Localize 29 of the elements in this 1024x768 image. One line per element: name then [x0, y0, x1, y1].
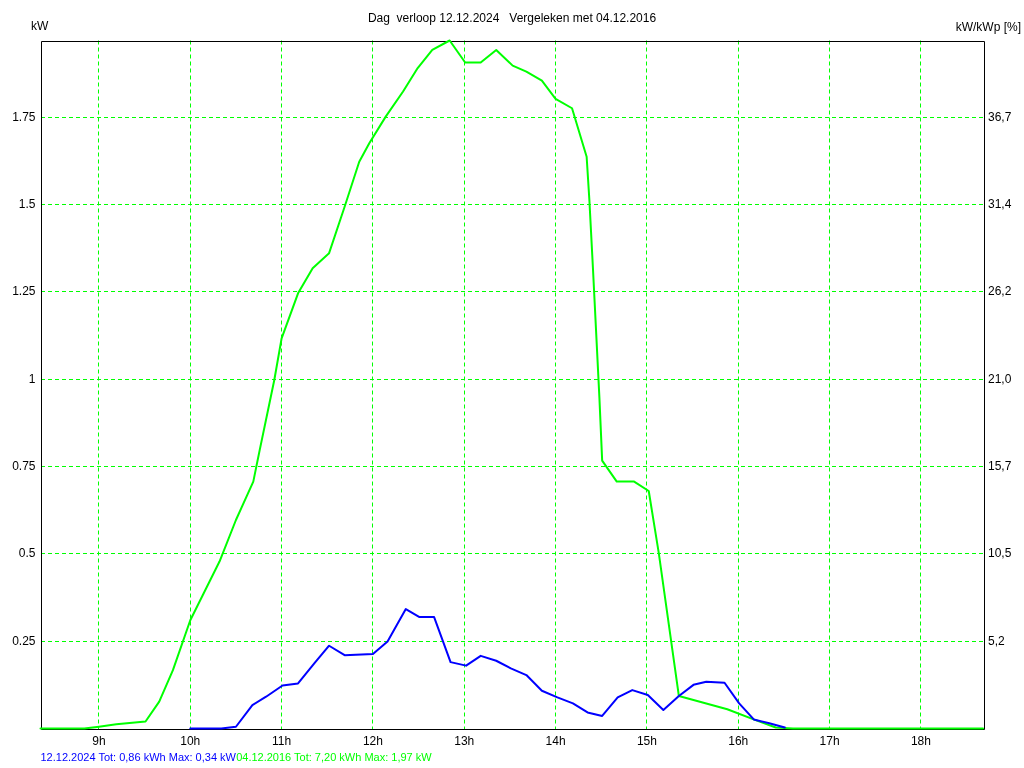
x-tick-label: 16h — [728, 734, 749, 749]
text: 12.12.2024 Tot: 0,86 kWh Max: 0,34 kW — [40, 751, 237, 764]
x-tick-label: 9h — [92, 734, 106, 749]
y-tick-label: 1.25 — [12, 284, 36, 299]
chart-title: Dag verloop 12.12.2024 Vergeleken met 04.12.2016 — [367, 11, 657, 26]
y-tick-label: 0.75 — [12, 458, 36, 473]
y2-tick-label: 5,2 — [988, 633, 1006, 648]
y-tick-label: 1 — [28, 371, 36, 386]
y-tick-label: 1.75 — [12, 109, 36, 124]
y-tick-label: 0.25 — [12, 633, 36, 648]
x-tick-label: 15h — [636, 734, 657, 749]
x-tick-label: 11h — [272, 734, 292, 749]
y-tick-label: 0.5 — [18, 546, 36, 561]
y2-tick-label: 15,7 — [988, 458, 1012, 473]
x-tick-label: 12h — [362, 734, 383, 749]
x-tick-label: 18h — [910, 734, 931, 749]
x-tick-label: 17h — [819, 734, 840, 749]
x-tick-label: 10h — [180, 734, 201, 749]
y2-tick-label: 36,7 — [988, 109, 1012, 124]
y-tick-label: 1.5 — [18, 196, 36, 211]
y2-axis-title: kW/kWp [%] — [955, 20, 1021, 35]
y2-tick-label: 21,0 — [988, 371, 1012, 386]
y2-tick-label: 31,4 — [988, 196, 1012, 211]
x-tick-label: 14h — [545, 734, 566, 749]
y2-tick-label: 10,5 — [988, 546, 1012, 561]
text: 04.12.2016 Tot: 7,20 kWh Max: 1,97 kW — [236, 751, 433, 764]
x-tick-label: 13h — [454, 734, 475, 749]
y-axis-title: kW — [31, 19, 49, 34]
y2-tick-label: 26,2 — [988, 284, 1012, 299]
